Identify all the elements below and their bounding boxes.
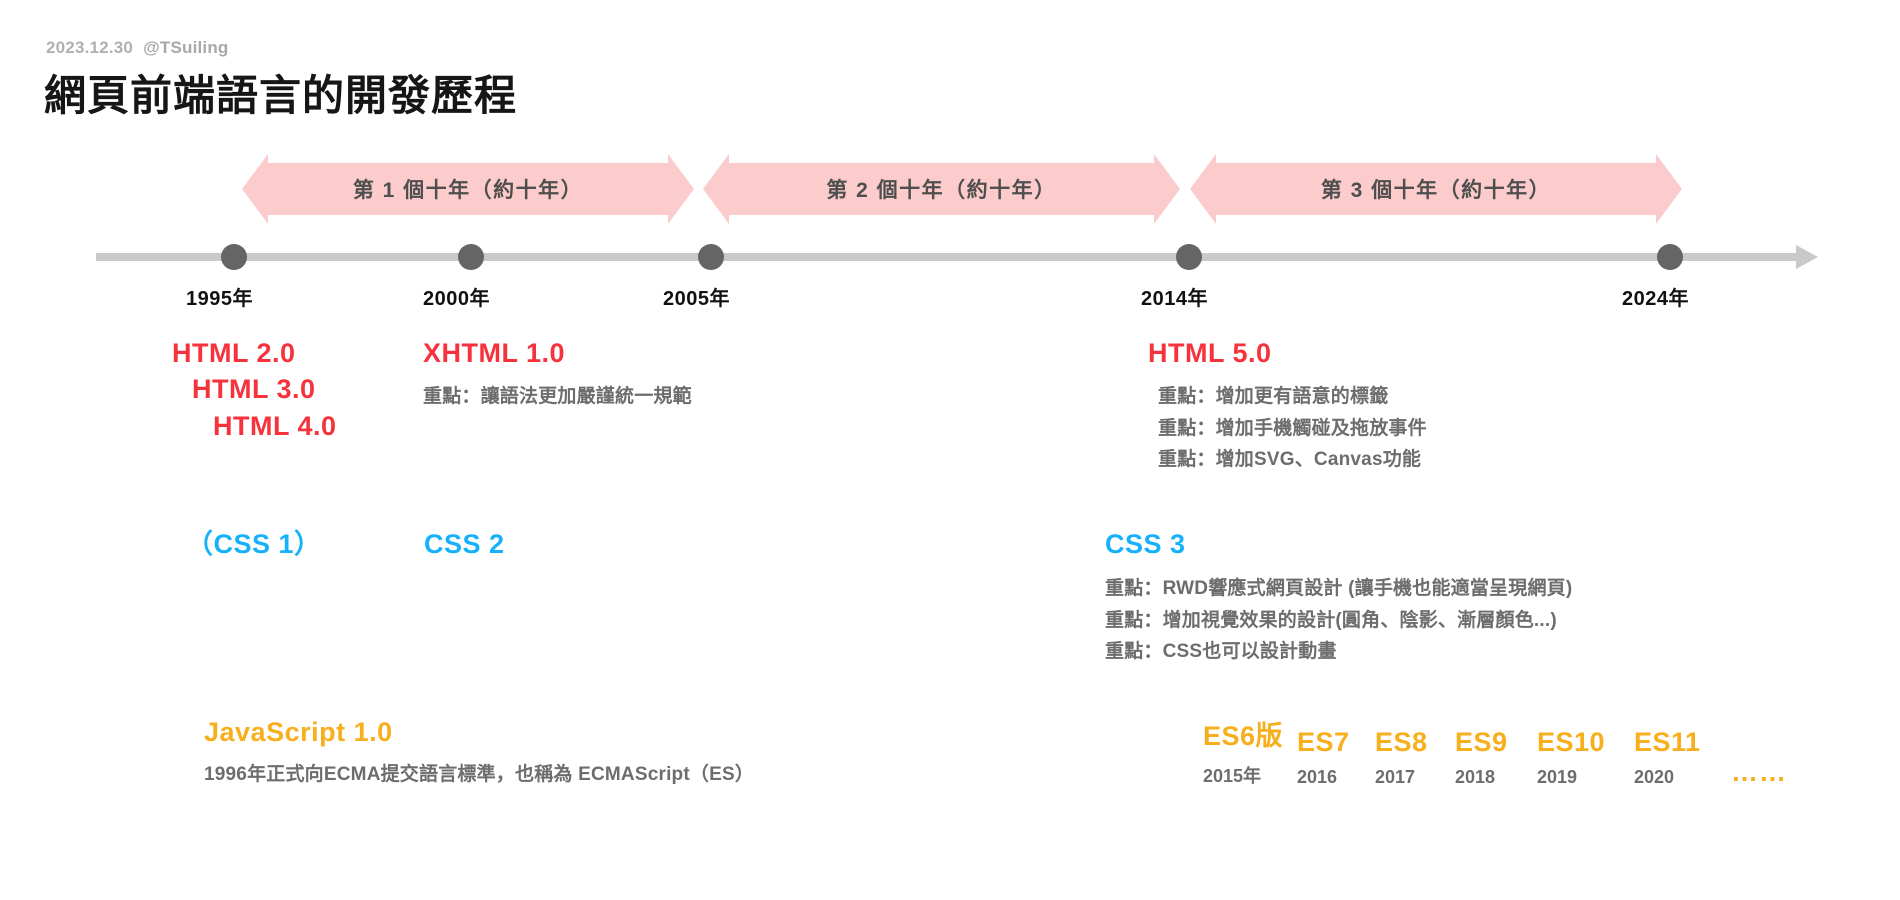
timeline-node-label: 2000年 — [423, 288, 490, 310]
es-versions-row: ES6版 2015年 ES7 2016 ES8 2017 ES9 2018 ES… — [1203, 714, 1787, 788]
es-version-cell: ES10 2019 — [1537, 727, 1634, 788]
es-version-name: ES9 — [1455, 727, 1508, 757]
css3-block: CSS 3 重點：RWD響應式網頁設計 (讓手機也能適當呈現網頁) 重點：增加視… — [1105, 526, 1572, 667]
es-version-year: 2017 — [1375, 767, 1416, 787]
timeline-axis-arrow-icon — [1796, 245, 1818, 269]
byline: 2023.12.30 @TSuiling — [46, 38, 229, 58]
html-version-label: HTML 4.0 — [213, 410, 337, 441]
css1-block: （CSS 1） — [186, 526, 322, 562]
es-version-cell: ES9 2018 — [1455, 727, 1537, 788]
es-more-ellipsis: …… — [1731, 757, 1787, 787]
es-version-year: 2015年 — [1203, 766, 1262, 786]
timeline-node-dot — [698, 244, 724, 270]
timeline-node-label: 1995年 — [186, 288, 253, 310]
byline-handle: @TSuiling — [143, 38, 229, 57]
css3-note: 重點：CSS也可以設計動畫 — [1105, 641, 1337, 663]
es-version-cell: ES11 2020 — [1634, 727, 1731, 788]
html-version-label: HTML 2.0 — [172, 338, 296, 368]
timeline-axis — [96, 253, 1798, 261]
decade-banner-3: 第 3 個十年（約十年） — [1216, 163, 1656, 215]
timeline-node-dot — [458, 244, 484, 270]
decade-banner-1-label: 第 1 個十年（約十年） — [352, 179, 584, 202]
css2-title: CSS 2 — [424, 529, 505, 559]
page-title: 網頁前端語言的開發歷程 — [44, 72, 518, 119]
html5-block: HTML 5.0 重點：增加更有語意的標籤 重點：增加手機觸碰及拖放事件 重點：… — [1148, 335, 1427, 475]
xhtml-note: 重點：讓語法更加嚴謹統一規範 — [423, 386, 692, 408]
css3-title: CSS 3 — [1105, 529, 1186, 559]
css3-note: 重點：增加視覺效果的設計(圓角、陰影、漸層顏色...) — [1105, 609, 1557, 631]
timeline-node-dot — [1657, 244, 1683, 270]
decade-banner-2-label: 第 2 個十年（約十年） — [826, 179, 1057, 202]
timeline-node-label: 2005年 — [663, 288, 730, 310]
css2-block: CSS 2 — [424, 526, 505, 562]
javascript1-title: JavaScript 1.0 — [204, 717, 393, 747]
javascript1-note: 1996年正式向ECMA提交語言標準，也稱為 ECMAScript（ES） — [204, 764, 755, 786]
es-version-year: 2018 — [1455, 767, 1496, 787]
css3-note: 重點：RWD響應式網頁設計 (讓手機也能適當呈現網頁) — [1105, 578, 1573, 600]
es-version-cell: ES7 2016 — [1297, 727, 1375, 788]
javascript1-block: JavaScript 1.0 1996年正式向ECMA提交語言標準，也稱為 EC… — [204, 714, 754, 791]
html5-note: 重點：增加更有語意的標籤 — [1158, 386, 1389, 408]
es-version-name: ES6版 — [1203, 721, 1284, 751]
timeline-node-dot — [221, 244, 247, 270]
html-version-label: HTML 3.0 — [192, 374, 316, 405]
es-version-cell: ES8 2017 — [1375, 727, 1455, 788]
es-version-name: ES7 — [1297, 727, 1350, 757]
byline-date: 2023.12.30 — [46, 38, 134, 57]
es-version-name: ES11 — [1634, 727, 1701, 757]
es-more-cell: …… — [1731, 757, 1787, 788]
es-version-name: ES8 — [1375, 727, 1428, 757]
timeline-node-dot — [1176, 244, 1202, 270]
html-early-versions-block: HTML 2.0 HTML 3.0 HTML 4.0 — [172, 335, 337, 444]
es-version-cell: ES6版 2015年 — [1203, 714, 1297, 788]
es-version-year: 2019 — [1537, 767, 1578, 787]
decade-banner-1: 第 1 個十年（約十年） — [268, 163, 668, 215]
decade-banner-2: 第 2 個十年（約十年） — [729, 163, 1154, 215]
timeline-node-label: 2024年 — [1622, 288, 1689, 310]
es-version-year: 2020 — [1634, 767, 1675, 787]
css1-title: （CSS 1） — [186, 529, 322, 559]
es-version-name: ES10 — [1537, 727, 1606, 757]
xhtml-title: XHTML 1.0 — [423, 338, 566, 368]
timeline-node-label: 2014年 — [1141, 288, 1208, 310]
es-version-year: 2016 — [1297, 767, 1338, 787]
html5-note: 重點：增加手機觸碰及拖放事件 — [1158, 417, 1427, 439]
decade-banner-3-label: 第 3 個十年（約十年） — [1320, 179, 1552, 202]
html5-title: HTML 5.0 — [1148, 338, 1272, 368]
html5-note: 重點：增加SVG、Canvas功能 — [1158, 449, 1422, 471]
xhtml-block: XHTML 1.0 重點：讓語法更加嚴謹統一規範 — [423, 335, 692, 413]
